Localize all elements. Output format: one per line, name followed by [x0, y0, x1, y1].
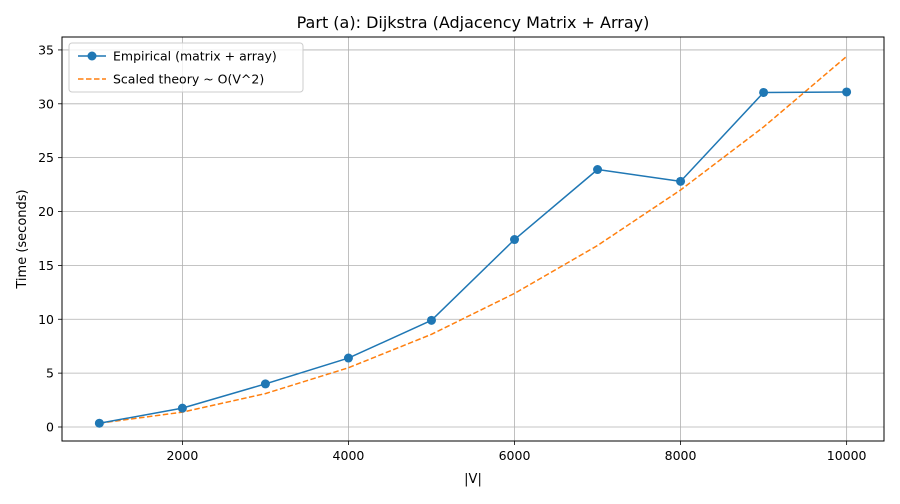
- data-point-empirical: [842, 87, 852, 97]
- legend-marker-empirical: [87, 51, 97, 61]
- legend-label-theory: Scaled theory ~ O(V^2): [113, 72, 264, 87]
- y-tick-label: 0: [46, 419, 54, 434]
- data-point-empirical: [510, 235, 520, 245]
- y-tick-label: 15: [38, 258, 54, 273]
- series-line-empirical: [99, 91, 847, 424]
- y-tick-label: 35: [38, 42, 54, 57]
- x-axis-label: |V|: [464, 472, 482, 487]
- data-point-empirical: [94, 418, 104, 428]
- y-tick-label: 20: [38, 204, 54, 219]
- data-point-empirical: [343, 353, 353, 363]
- x-tick-label: 6000: [499, 448, 531, 463]
- y-tick-label: 10: [38, 312, 54, 327]
- data-point-empirical: [260, 379, 270, 389]
- x-tick-label: 10000: [827, 448, 867, 463]
- x-tick-label: 2000: [166, 448, 198, 463]
- y-axis-ticks: 0 5 10 15 20 25 30 35: [38, 42, 62, 434]
- legend-label-empirical: Empirical (matrix + array): [113, 49, 277, 64]
- data-point-empirical: [593, 165, 603, 175]
- chart-title: Part (a): Dijkstra (Adjacency Matrix + A…: [297, 13, 650, 32]
- data-point-empirical: [426, 315, 436, 325]
- y-tick-label: 25: [38, 150, 54, 165]
- y-tick-label: 30: [38, 96, 54, 111]
- plot-series: [94, 55, 852, 428]
- x-axis-ticks: 2000 4000 6000 8000 10000: [166, 441, 867, 463]
- legend: Empirical (matrix + array) Scaled theory…: [68, 42, 304, 93]
- x-tick-label: 8000: [665, 448, 697, 463]
- data-point-empirical: [759, 87, 769, 97]
- y-axis-label: Time (seconds): [15, 189, 30, 289]
- data-point-empirical: [676, 176, 686, 186]
- x-tick-label: 4000: [333, 448, 365, 463]
- data-point-empirical: [177, 403, 187, 413]
- y-tick-label: 5: [46, 366, 54, 381]
- plot-frame: [61, 36, 885, 442]
- legend-box: [68, 42, 304, 93]
